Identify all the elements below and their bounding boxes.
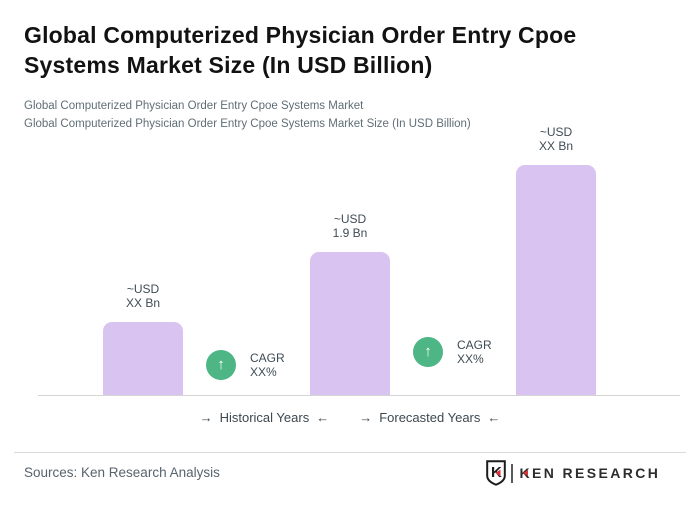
cagr-label: CAGR (250, 351, 285, 365)
logo-text: KEN RESEARCH (519, 465, 661, 481)
bar-historical (103, 322, 183, 395)
arrow-left-icon: ← (487, 410, 501, 425)
page-subtitle: Global Computerized Physician Order Entr… (24, 97, 684, 133)
bar-value-line2: XX Bn (125, 296, 161, 310)
growth-badge: ↑ (413, 337, 443, 367)
cagr-value: XX% (457, 352, 484, 366)
page-title-line1: Global Computerized Physician Order Entr… (24, 22, 577, 48)
page-title: Global Computerized Physician Order Entr… (24, 20, 674, 80)
cagr-annotation-2: ↑ CAGR XX% (413, 337, 492, 367)
bar-value-label: ~USD 1.9 Bn (290, 212, 410, 240)
bar-value-label: ~USD XX Bn (496, 125, 616, 153)
cagr-text: CAGR XX% (250, 351, 285, 379)
growth-badge: ↑ (206, 350, 236, 380)
arrow-up-icon: ↑ (424, 342, 432, 360)
axis-legend-row: → Historical Years ← → Forecasted Years … (0, 410, 700, 425)
cagr-annotation-1: ↑ CAGR XX% (206, 350, 285, 380)
sources-text: Sources: Ken Research Analysis (24, 465, 220, 480)
page-subtitle-line2: Global Computerized Physician Order Entr… (24, 118, 471, 130)
legend-forecasted-years: → Forecasted Years ← (359, 410, 500, 425)
arrow-right-icon: → (359, 410, 373, 425)
bar-base-year (310, 252, 390, 395)
cagr-text: CAGR XX% (457, 338, 492, 366)
logo-divider (511, 463, 513, 483)
cagr-label: CAGR (457, 338, 492, 352)
logo-wordmark: KEN RESEARCH (520, 465, 661, 481)
arrow-up-icon: ↑ (217, 355, 225, 373)
x-axis-line (38, 394, 680, 396)
bar-value-line1: ~USD (539, 125, 573, 139)
bar-chart: ~USD XX Bn ~USD 1.9 Bn ~USD XX Bn ↑ CAGR… (0, 120, 700, 396)
legend-label: Historical Years (219, 410, 310, 425)
logo-shield-icon: K (486, 460, 506, 486)
bar-value-line1: ~USD (126, 282, 160, 296)
footer-divider (14, 452, 686, 453)
bar-value-line2: XX Bn (538, 139, 574, 153)
page-subtitle-line1: Global Computerized Physician Order Entr… (24, 100, 364, 112)
ken-research-logo: K KEN RESEARCH (486, 459, 660, 487)
bar-value-label: ~USD XX Bn (83, 282, 203, 310)
page-title-line2: Systems Market Size (In USD Billion) (24, 52, 433, 78)
logo-red-triangle-icon (523, 470, 528, 476)
cagr-value: XX% (250, 365, 277, 379)
bar-value-line1: ~USD (333, 212, 367, 226)
arrow-left-icon: ← (316, 410, 330, 425)
bar-forecast (516, 165, 596, 395)
legend-label: Forecasted Years (379, 410, 481, 425)
bar-value-line2: 1.9 Bn (332, 226, 368, 240)
legend-historical-years: → Historical Years ← (200, 410, 330, 425)
arrow-right-icon: → (199, 410, 213, 425)
